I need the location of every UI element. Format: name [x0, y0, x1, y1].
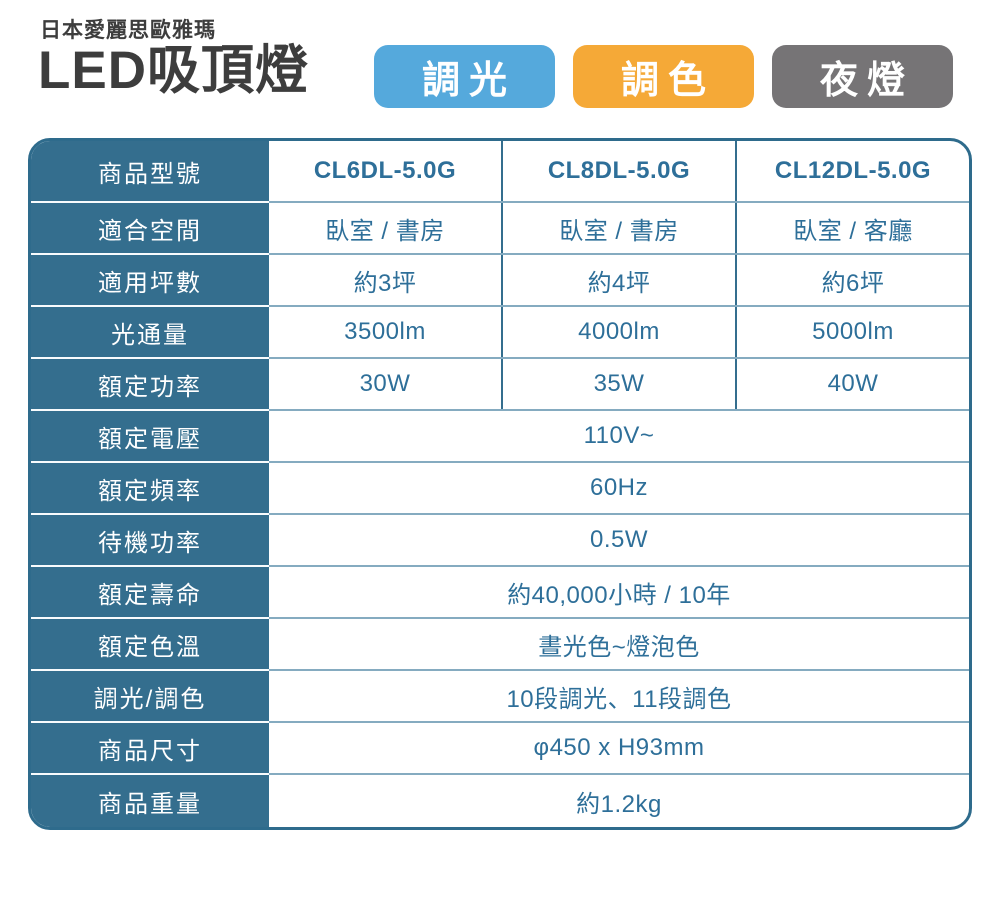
row-label: 額定色溫 — [31, 619, 269, 671]
spec-value-span: 約1.2kg — [576, 790, 662, 818]
table-row: 商品尺寸 φ450 x H93mm — [31, 723, 969, 775]
row-label: 商品尺寸 — [31, 723, 269, 775]
table-row: 商品重量 約1.2kg — [31, 775, 969, 827]
row-label: 商品重量 — [31, 775, 269, 827]
spec-value: CL12DL-5.0G — [735, 141, 969, 201]
spec-value: CL6DL-5.0G — [313, 157, 457, 184]
spec-value: 4000lm — [501, 307, 735, 357]
badge-2: 調色 — [573, 45, 754, 108]
row-values: 110V~ — [269, 411, 969, 463]
table-row: 額定壽命 約40,000小時 / 10年 — [31, 567, 969, 619]
table-row: 額定色溫 晝光色~燈泡色 — [31, 619, 969, 671]
row-label: 額定電壓 — [31, 411, 269, 463]
row-values: CL6DL-5.0G CL8DL-5.0G CL12DL-5.0G — [269, 141, 969, 203]
badge-3: 夜燈 — [772, 45, 953, 108]
spec-value: 30W — [359, 370, 411, 397]
table-row: 光通量 3500lm 4000lm 5000lm — [31, 307, 969, 359]
row-label: 商品型號 — [31, 141, 269, 203]
spec-value: 5000lm — [735, 307, 969, 357]
row-label: 適合空間 — [31, 203, 269, 255]
spec-value: 臥室 / 客廳 — [735, 203, 969, 253]
table-row: 調光/調色 10段調光、11段調色 — [31, 671, 969, 723]
row-values: 臥室 / 書房 臥室 / 書房 臥室 / 客廳 — [269, 203, 969, 255]
spec-value: 約4坪 — [501, 255, 735, 305]
feature-badges: 調光 調色 夜燈 — [374, 45, 953, 108]
spec-value: 約6坪 — [735, 255, 969, 305]
spec-value: CL8DL-5.0G — [501, 141, 735, 201]
spec-value: 3500lm — [344, 318, 426, 345]
row-values: 30W 35W 40W — [269, 359, 969, 411]
row-label: 待機功率 — [31, 515, 269, 567]
row-values: 約1.2kg — [269, 775, 969, 827]
spec-value-span: 110V~ — [583, 422, 655, 449]
row-label: 調光/調色 — [31, 671, 269, 723]
row-label: 光通量 — [31, 307, 269, 359]
table-row: 額定頻率 60Hz — [31, 463, 969, 515]
spec-value: 40W — [735, 359, 969, 409]
row-label: 適用坪數 — [31, 255, 269, 307]
page-title: LED吸頂燈 — [38, 41, 309, 100]
row-label: 額定壽命 — [31, 567, 269, 619]
row-values: 10段調光、11段調色 — [269, 671, 969, 723]
spec-value-span: 60Hz — [589, 474, 649, 501]
spec-value-span: 約40,000小時 / 10年 — [507, 581, 731, 609]
row-values: 0.5W — [269, 515, 969, 567]
spec-table: 商品型號 CL6DL-5.0G CL8DL-5.0G CL12DL-5.0G 適合空間 臥… — [28, 138, 972, 830]
spec-value: 35W — [501, 359, 735, 409]
row-values: 60Hz — [269, 463, 969, 515]
row-values: 約40,000小時 / 10年 — [269, 567, 969, 619]
row-values: 晝光色~燈泡色 — [269, 619, 969, 671]
spec-value: 臥室 / 書房 — [501, 203, 735, 253]
spec-value-span: 0.5W — [589, 526, 648, 553]
row-values: 約3坪 約4坪 約6坪 — [269, 255, 969, 307]
row-values: φ450 x H93mm — [269, 723, 969, 775]
row-label: 額定功率 — [31, 359, 269, 411]
table-row: 適用坪數 約3坪 約4坪 約6坪 — [31, 255, 969, 307]
table-row: 額定功率 30W 35W 40W — [31, 359, 969, 411]
table-row: 待機功率 0.5W — [31, 515, 969, 567]
spec-value: 約3坪 — [353, 269, 417, 297]
spec-value-span: φ450 x H93mm — [533, 734, 705, 761]
table-row: 商品型號 CL6DL-5.0G CL8DL-5.0G CL12DL-5.0G — [31, 141, 969, 203]
badge-1: 調光 — [374, 45, 555, 108]
table-row: 適合空間 臥室 / 書房 臥室 / 書房 臥室 / 客廳 — [31, 203, 969, 255]
spec-value-span: 晝光色~燈泡色 — [538, 633, 700, 661]
row-values: 3500lm 4000lm 5000lm — [269, 307, 969, 359]
brand-name: 日本愛麗思歐雅瑪 — [40, 19, 216, 42]
row-label: 額定頻率 — [31, 463, 269, 515]
spec-value-span: 10段調光、11段調色 — [506, 685, 732, 713]
table-row: 額定電壓 110V~ — [31, 411, 969, 463]
spec-value: 臥室 / 書房 — [325, 217, 445, 245]
